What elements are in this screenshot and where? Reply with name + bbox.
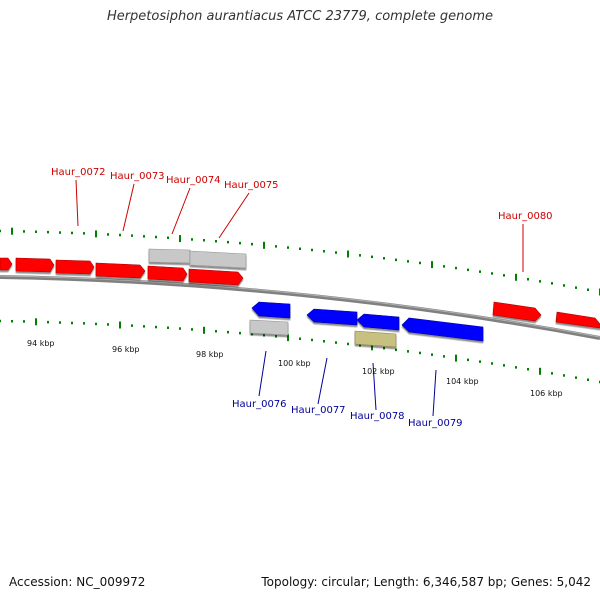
scale-label-106: 106 kbp <box>530 389 563 398</box>
gene-label-haur-0072[interactable]: Haur_0072 <box>51 167 106 178</box>
forward-genes <box>0 248 600 329</box>
gene-label-haur-0073[interactable]: Haur_0073 <box>110 171 165 182</box>
gene-arrow[interactable] <box>55 259 95 275</box>
scale-label-94: 94 kbp <box>27 339 55 348</box>
gene-arrow[interactable] <box>188 268 244 286</box>
gene-label-haur-0079[interactable]: Haur_0079 <box>408 418 463 429</box>
scale-label-100: 100 kbp <box>278 359 311 368</box>
pseudo-gene-block[interactable] <box>189 250 247 269</box>
gene-arrow[interactable] <box>95 262 146 279</box>
genome-backbone-highlight <box>0 275 600 338</box>
reverse-genes <box>249 301 484 348</box>
scale-label-96: 96 kbp <box>112 345 140 354</box>
gene-arrow[interactable] <box>555 311 600 329</box>
gene-label-haur-0077[interactable]: Haur_0077 <box>291 405 346 416</box>
gene-arrow[interactable] <box>147 265 188 282</box>
accession-text: Accession: NC_009972 <box>9 575 146 589</box>
scale-label-98: 98 kbp <box>196 350 224 359</box>
map-title: Herpetosiphon aurantiacus ATCC 23779, co… <box>106 9 494 24</box>
gene-label-haur-0075[interactable]: Haur_0075 <box>224 180 279 191</box>
reverse-strand-ticks <box>0 318 600 384</box>
gene-arrow[interactable] <box>492 301 542 322</box>
gene-arrow[interactable] <box>0 257 13 271</box>
gene-label-haur-0074[interactable]: Haur_0074 <box>166 175 221 186</box>
gene-arrow[interactable] <box>15 257 55 273</box>
forward-leaders <box>75 179 524 272</box>
pseudo-gene-block[interactable] <box>148 248 191 264</box>
genome-summary-text: Topology: circular; Length: 6,346,587 bp… <box>261 575 591 589</box>
other-gene-block[interactable] <box>354 330 397 348</box>
gene-arrow[interactable] <box>306 308 358 326</box>
gene-label-haur-0080[interactable]: Haur_0080 <box>498 211 553 222</box>
pseudo-gene-block[interactable] <box>249 319 289 336</box>
gene-label-haur-0078[interactable]: Haur_0078 <box>350 411 405 422</box>
reverse-leaders <box>258 350 437 417</box>
gene-arrow[interactable] <box>251 301 291 319</box>
gene-label-haur-0076[interactable]: Haur_0076 <box>232 399 287 410</box>
gene-arrow[interactable] <box>401 317 484 342</box>
scale-label-102: 102 kbp <box>362 367 395 376</box>
forward-gene-labels: Haur_0072 Haur_0073 Haur_0074 Haur_0075 … <box>51 167 553 222</box>
forward-strand-ticks <box>0 227 600 296</box>
gene-arrow[interactable] <box>356 313 400 331</box>
reverse-gene-labels: Haur_0076 Haur_0077 Haur_0078 Haur_0079 <box>232 399 463 429</box>
scale-label-104: 104 kbp <box>446 377 479 386</box>
genome-backbone <box>0 275 600 340</box>
scale-labels: 94 kbp 96 kbp 98 kbp 100 kbp 102 kbp 104… <box>27 339 563 398</box>
